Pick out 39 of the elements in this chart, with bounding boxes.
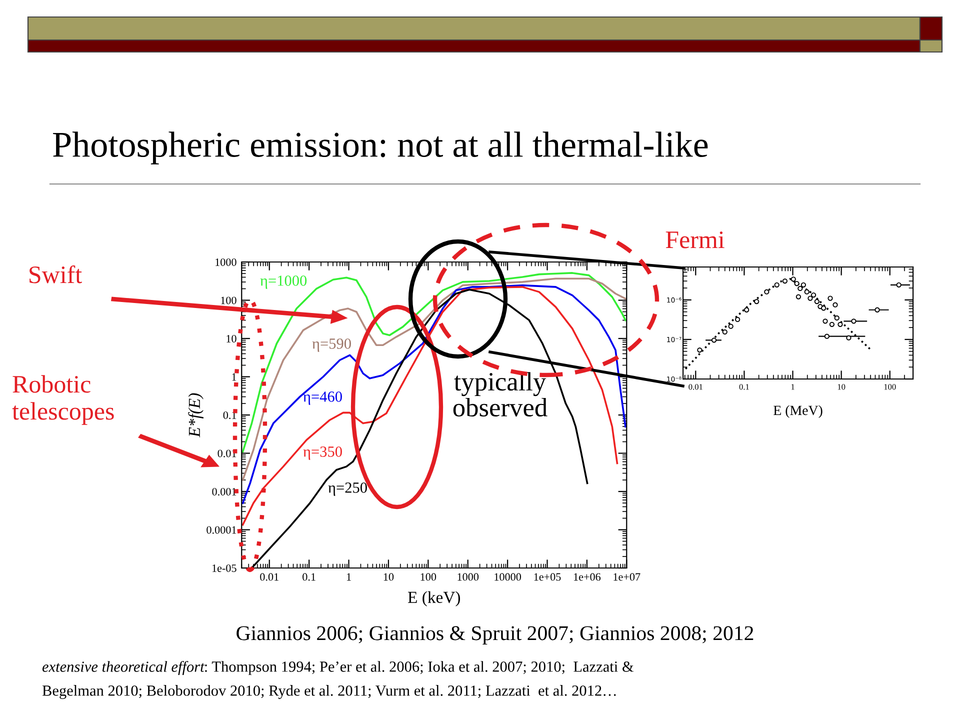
- annotation: η=350: [303, 446, 342, 460]
- y-tick-label: 100: [221, 296, 236, 304]
- y-tick-label: 10: [226, 334, 236, 342]
- y-tick-label: 0.001: [212, 488, 236, 496]
- text: Swift: [30, 265, 82, 284]
- text: Robotic telescopes: [12, 375, 114, 425]
- annotation: η=1000: [260, 276, 307, 289]
- x-tick-label: 1000: [458, 573, 479, 581]
- y-tick-label: 0.0001: [206, 526, 236, 534]
- y-tick-label: 1000: [216, 258, 236, 266]
- text: Begelman 2010; Beloborodov 2010; Ryde et al. 2011; Vurm et al. 2011; Lazzati et al. 2012…: [42, 685, 616, 699]
- x-tick-label: 10: [384, 573, 394, 581]
- y-axis-title: E*f(E): [188, 393, 204, 438]
- x-tick-label: 10: [838, 384, 846, 390]
- text: Fermi: [666, 231, 724, 248]
- x-tick-label: 0.1: [302, 573, 316, 581]
- annotation: η=590: [312, 338, 351, 352]
- x-axis-title: E (keV): [408, 591, 460, 606]
- y-tick-label: 1e-05: [212, 564, 236, 572]
- x-tick-label: 1: [791, 384, 794, 390]
- x-tick-label: 0.01: [688, 384, 702, 390]
- x-tick-label: 0.01: [260, 573, 278, 581]
- chart-title: Photospheric emission: not at all thermal-like: [53, 132, 708, 164]
- x-axis-title: E (MeV): [774, 405, 822, 418]
- annotation: η=460: [303, 392, 342, 405]
- text: Giannios 2006; Giannios & Spruit 2007; Giannios 2008; 2012: [236, 626, 754, 644]
- text: extensive theoretical effort: [42, 660, 205, 676]
- x-tick-label: 100: [884, 384, 896, 390]
- text: : Thompson 1994; Pe’er et al. 2006; Ioka et al. 2007; 2010; Lazzati &: [205, 661, 634, 675]
- x-tick-label: 1e+06: [574, 573, 601, 581]
- x-tick-label: 100: [420, 573, 436, 581]
- annotation: η=250: [328, 482, 367, 496]
- x-tick-label: 1e+05: [534, 573, 561, 581]
- x-tick-label: 1: [346, 573, 351, 581]
- x-tick-label: 0.1: [739, 384, 749, 390]
- annotation: typically observed: [453, 372, 548, 417]
- x-tick-label: 1e+07: [614, 573, 640, 581]
- y-tick-label: 1: [232, 373, 236, 381]
- x-tick-label: 10000: [494, 573, 522, 581]
